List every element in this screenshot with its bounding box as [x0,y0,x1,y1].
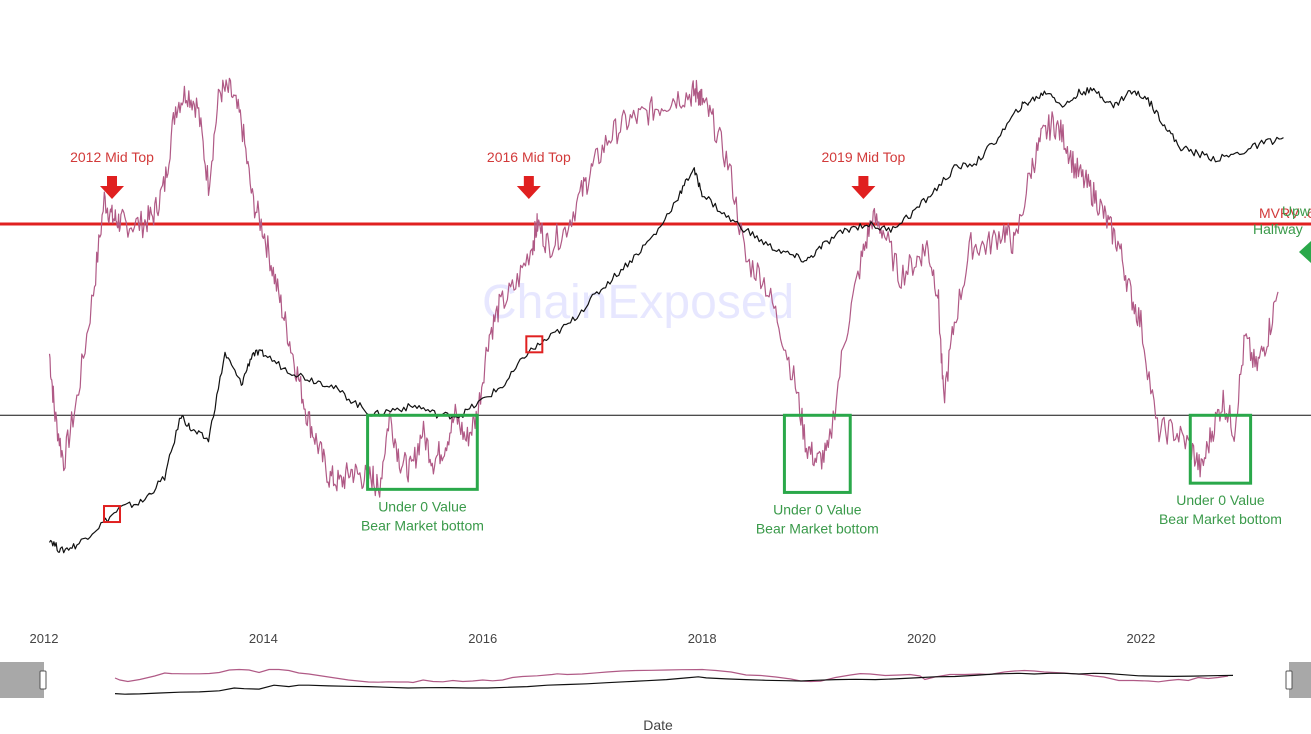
top-label-1: 2012 Mid Top [70,149,154,165]
navigator-line-price [114,672,1234,695]
mvrv-line-label: MVRV .6 [1259,205,1311,221]
x-tick-2018: 2018 [688,631,717,646]
right-annotation-line1: Upw [1282,203,1311,219]
navigator-handle-left[interactable] [39,670,47,690]
bottom-box-3 [1188,413,1253,485]
navigator-mask-left [0,662,44,698]
x-tick-2012: 2012 [30,631,59,646]
price-marker-2 [525,335,544,354]
down-arrow-icon [100,175,125,199]
series-layer [48,77,1284,554]
bottom-box-label1-3: Under 0 Value [1176,492,1265,508]
bottom-box-1 [366,413,479,491]
series-line-mvrv [48,77,1279,498]
watermark: ChainExposed [482,276,794,329]
series-line-price [48,87,1284,554]
bottom-box-label2-1: Bear Market bottom [361,517,484,533]
range-navigator[interactable] [0,662,1311,698]
x-tick-2014: 2014 [249,631,278,646]
bottom-box-label2-3: Bear Market bottom [1159,511,1282,527]
green-arrow-icon [1299,241,1311,263]
mvrv-threshold-line: MVRV .6 [0,205,1311,226]
x-tick-2020: 2020 [907,631,936,646]
x-tick-2016: 2016 [468,631,497,646]
right-annotation-line2: Halfway [1253,221,1303,237]
x-axis-ticks: 2012 2014 2016 2018 2020 2022 [30,631,1156,646]
navigator-line-mvrv [114,668,1229,684]
navigator-mask-right [1289,662,1311,698]
price-markers [103,335,544,524]
price-marker-1 [103,505,122,524]
down-arrow-icon [516,175,541,199]
x-tick-2022: 2022 [1126,631,1155,646]
x-axis-label: Date [643,717,673,733]
navigator-series [114,668,1234,695]
bottom-box-label1-1: Under 0 Value [378,498,467,514]
bottom-boxes: Under 0 Value Bear Market bottom Under 0 V… [361,413,1282,536]
navigator-handle-right[interactable] [1285,670,1293,690]
top-annotations: 2012 Mid Top 2016 Mid Top 2019 Mid Top [70,149,906,199]
bottom-box-label1-2: Under 0 Value [773,501,862,517]
bottom-box-2 [782,413,852,494]
watermark-text: ChainExposed [482,276,794,329]
top-label-3: 2019 Mid Top [821,149,905,165]
bottom-box-label2-2: Bear Market bottom [756,520,879,536]
down-arrow-icon [851,175,876,199]
top-label-2: 2016 Mid Top [487,149,571,165]
